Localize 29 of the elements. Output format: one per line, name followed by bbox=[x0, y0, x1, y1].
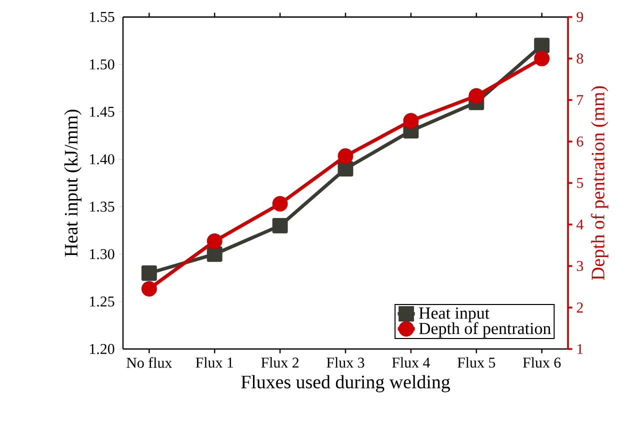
y-tick-label: 1.35 bbox=[90, 202, 114, 212]
y-tick-label: 1.50 bbox=[90, 59, 114, 70]
y2-tick-label: 6 bbox=[576, 136, 584, 147]
legend-label: Depth of pentration bbox=[419, 322, 551, 338]
y-tick-label: 1.20 bbox=[90, 344, 114, 354]
y2-tick-label: 5 bbox=[577, 178, 584, 188]
y-tick-label: 1.25 bbox=[90, 296, 114, 307]
y2-axis-title: Depth of pentration (mm) bbox=[590, 86, 608, 280]
x-tick-label: Flux 6 bbox=[522, 357, 561, 368]
x-axis-title: Fluxes used during welding bbox=[241, 375, 450, 392]
y2-tick-label: 2 bbox=[576, 302, 583, 312]
x-tick-label: Flux 5 bbox=[458, 357, 496, 368]
x-tick-label: No flux bbox=[126, 357, 172, 368]
y-tick-label: 1.40 bbox=[90, 154, 114, 164]
legend-label: Heat input bbox=[419, 307, 490, 322]
y-tick-label: 1.30 bbox=[90, 249, 114, 260]
x-tick-label: Flux 2 bbox=[261, 357, 299, 368]
x-tick-label: Flux 4 bbox=[392, 357, 430, 368]
y-tick-label: 1.55 bbox=[90, 12, 114, 22]
x-tick-label: Flux 1 bbox=[196, 357, 234, 368]
x-tick-label: Flux 3 bbox=[326, 357, 364, 368]
y2-tick-label: 4 bbox=[576, 220, 584, 230]
y2-tick-label: 8 bbox=[576, 53, 584, 64]
y-axis-title: Heat input (kJ/mm) bbox=[64, 110, 82, 257]
y-tick-label: 1.45 bbox=[90, 106, 114, 117]
y2-tick-label: 3 bbox=[576, 260, 584, 272]
y2-tick-label: 1 bbox=[577, 344, 583, 354]
y2-tick-label: 7 bbox=[577, 95, 584, 105]
y2-tick-label: 9 bbox=[576, 12, 584, 22]
